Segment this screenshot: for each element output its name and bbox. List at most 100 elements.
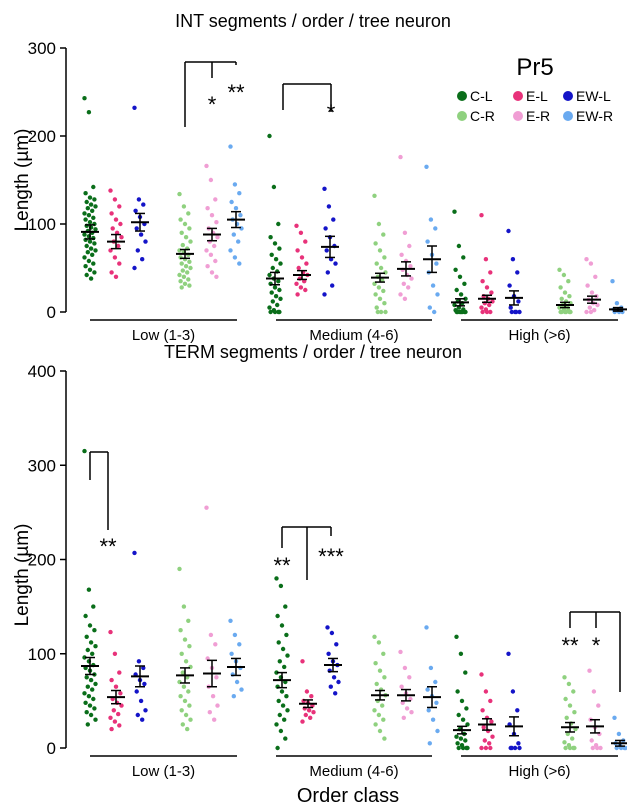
data-point xyxy=(275,613,280,619)
data-point xyxy=(598,745,603,751)
data-point xyxy=(376,640,382,645)
data-point xyxy=(425,687,430,692)
data-point xyxy=(435,292,440,297)
data-point xyxy=(409,276,414,281)
data-point xyxy=(480,708,485,713)
data-point xyxy=(182,221,188,227)
data-point xyxy=(296,265,301,271)
data-point xyxy=(82,211,87,216)
legend-item: C-L xyxy=(457,88,493,104)
data-point xyxy=(280,703,286,708)
data-point xyxy=(182,281,188,286)
data-point xyxy=(93,227,98,232)
data-point xyxy=(562,290,568,295)
data-point xyxy=(84,243,89,249)
data-point xyxy=(566,681,572,687)
data-point xyxy=(304,689,310,694)
data-point xyxy=(376,285,382,290)
data-point xyxy=(488,270,493,275)
data-point xyxy=(182,637,188,642)
data-point xyxy=(187,644,192,649)
data-point xyxy=(407,243,412,249)
data-point xyxy=(186,689,191,694)
data-point xyxy=(483,745,489,751)
data-point xyxy=(92,706,97,711)
data-point xyxy=(295,292,300,297)
y-tick-label: 400 xyxy=(28,362,56,381)
data-point xyxy=(209,213,215,218)
data-point xyxy=(237,642,242,647)
data-point xyxy=(134,689,139,694)
data-point xyxy=(109,211,114,216)
data-point xyxy=(404,706,410,711)
data-point xyxy=(506,651,511,656)
data-point xyxy=(88,640,94,645)
data-point xyxy=(427,305,432,310)
significance-stars: * xyxy=(208,92,217,117)
data-point xyxy=(458,736,464,741)
data-point xyxy=(91,184,96,190)
data-point xyxy=(91,261,96,266)
data-point xyxy=(275,745,280,751)
data-point xyxy=(584,257,589,262)
data-point xyxy=(595,745,600,751)
data-point xyxy=(428,217,434,222)
data-point xyxy=(303,712,308,718)
data-point xyxy=(483,257,489,262)
data-point xyxy=(268,309,273,315)
data-point xyxy=(559,296,564,301)
data-point xyxy=(269,290,274,295)
data-point xyxy=(516,741,521,746)
data-point xyxy=(596,703,601,708)
data-point xyxy=(517,309,522,315)
data-point xyxy=(454,734,459,739)
data-point xyxy=(479,745,484,751)
data-point xyxy=(204,248,209,253)
data-point xyxy=(214,274,219,279)
legend-label: E-R xyxy=(526,108,550,124)
data-point xyxy=(277,287,282,293)
data-point xyxy=(183,659,189,664)
data-point xyxy=(299,255,305,260)
data-point xyxy=(322,186,327,191)
data-point xyxy=(188,239,193,244)
data-point xyxy=(116,711,121,717)
data-point xyxy=(484,309,490,315)
data-point xyxy=(399,252,404,257)
data-point xyxy=(572,710,577,715)
term-panel: 0 100 200 300 400 Low (1-3) Medium (4-6) High (… xyxy=(28,362,627,780)
data-point xyxy=(82,448,87,454)
data-point xyxy=(142,681,147,687)
data-point xyxy=(181,684,187,689)
data-point xyxy=(432,309,437,315)
data-point xyxy=(234,679,240,685)
data-point xyxy=(84,199,89,205)
legend-label: C-L xyxy=(470,88,493,104)
data-point xyxy=(140,257,145,262)
data-point xyxy=(460,745,466,751)
data-point xyxy=(483,689,489,694)
data-point xyxy=(113,274,119,279)
data-point xyxy=(178,279,183,284)
data-point xyxy=(108,629,113,635)
data-point xyxy=(455,741,460,746)
data-point xyxy=(509,745,514,751)
legend: C-L E-L EW-L C-R E-R EW-R xyxy=(457,88,613,124)
data-point xyxy=(282,717,287,722)
data-point xyxy=(183,712,189,718)
data-point xyxy=(623,745,627,751)
data-point xyxy=(274,722,279,727)
data-point xyxy=(488,745,493,751)
data-point xyxy=(590,745,595,751)
significance-bracket: *** xyxy=(561,611,621,692)
data-point xyxy=(330,283,335,288)
data-point xyxy=(93,644,98,649)
data-point xyxy=(136,659,142,664)
data-point xyxy=(557,267,562,272)
data-point xyxy=(135,248,140,253)
data-point xyxy=(112,255,118,260)
significance-stars: ** xyxy=(273,553,291,578)
data-point xyxy=(562,675,567,680)
data-point xyxy=(593,274,598,279)
